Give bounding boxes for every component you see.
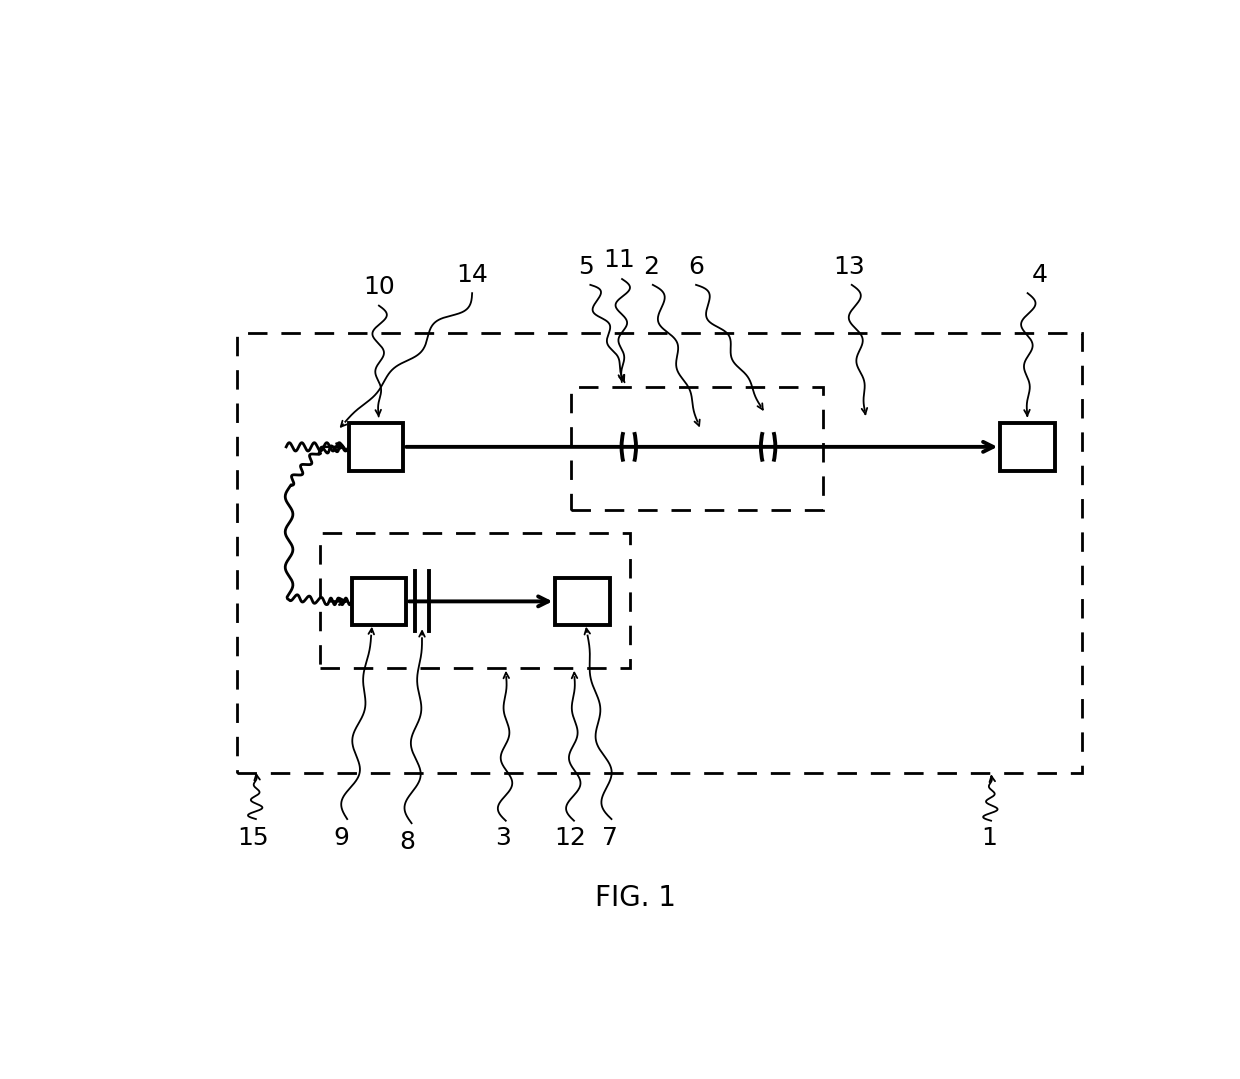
Bar bbox=[572, 387, 823, 510]
Text: 3: 3 bbox=[495, 827, 511, 850]
Bar bbox=[320, 533, 630, 668]
Text: 2: 2 bbox=[642, 255, 658, 278]
Text: 6: 6 bbox=[688, 255, 704, 278]
Text: 5: 5 bbox=[578, 255, 594, 278]
Text: FIG. 1: FIG. 1 bbox=[595, 884, 676, 912]
Text: 4: 4 bbox=[1032, 263, 1048, 287]
Text: 10: 10 bbox=[363, 275, 394, 299]
Bar bbox=[348, 423, 403, 470]
Bar bbox=[1001, 423, 1055, 470]
Bar bbox=[351, 577, 407, 625]
Text: 14: 14 bbox=[456, 263, 489, 287]
Text: 15: 15 bbox=[237, 827, 269, 850]
Text: 13: 13 bbox=[833, 255, 864, 278]
Bar bbox=[237, 333, 1083, 774]
Text: 1: 1 bbox=[981, 827, 997, 850]
Bar bbox=[556, 577, 610, 625]
Text: 9: 9 bbox=[334, 827, 350, 850]
Text: 8: 8 bbox=[399, 831, 415, 855]
Text: 12: 12 bbox=[554, 827, 587, 850]
Text: 7: 7 bbox=[601, 827, 618, 850]
Text: 11: 11 bbox=[604, 248, 635, 272]
